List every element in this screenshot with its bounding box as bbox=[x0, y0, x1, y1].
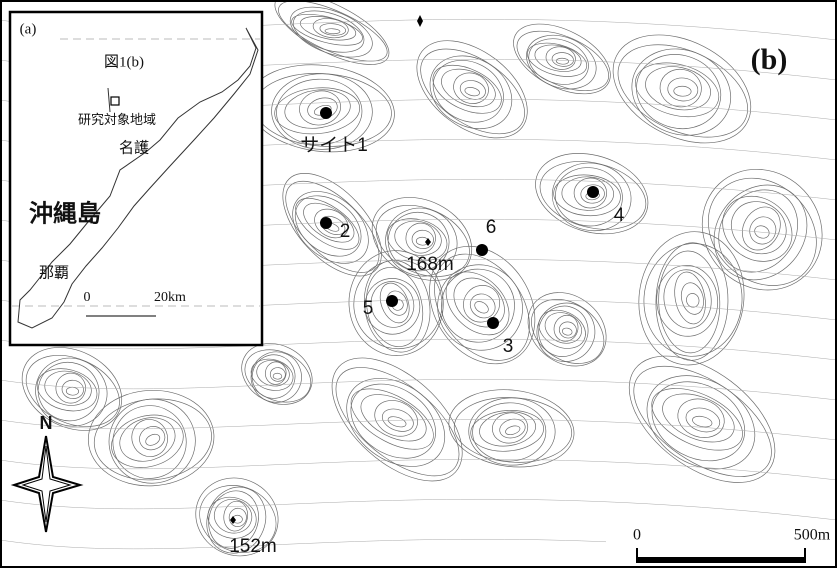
site-label: 6 bbox=[486, 217, 497, 238]
map-figure: サイト1 2 3 4 5 6 168m 152m N (b) 0 500m bbox=[0, 0, 837, 568]
study-area-box bbox=[111, 97, 119, 105]
site-dot bbox=[476, 244, 488, 256]
site-label: 3 bbox=[503, 336, 514, 357]
site-dot bbox=[587, 186, 599, 198]
scale-label: 500m bbox=[794, 527, 831, 544]
inset-scale-label: 20km bbox=[154, 290, 186, 305]
city-label: 名護 bbox=[119, 139, 149, 156]
site-dot bbox=[386, 295, 398, 307]
site-dot bbox=[320, 107, 332, 119]
site-label: 2 bbox=[340, 221, 351, 242]
city-label: 那覇 bbox=[39, 264, 69, 281]
site-dot bbox=[320, 217, 332, 229]
peak-label: 152m bbox=[229, 536, 277, 557]
island-label: 沖縄島 bbox=[29, 200, 101, 228]
site-label: サイト1 bbox=[300, 135, 368, 156]
scale-bar bbox=[636, 557, 806, 563]
inset-scale-label: 0 bbox=[84, 290, 91, 305]
north-label: N bbox=[40, 413, 53, 433]
scale-label: 0 bbox=[633, 527, 641, 544]
figure-ref: 図1(b) bbox=[104, 53, 144, 70]
panel-label: (b) bbox=[751, 43, 788, 76]
site-label: 5 bbox=[363, 298, 374, 319]
peak-label: 168m bbox=[406, 254, 454, 275]
inset-label: (a) bbox=[20, 21, 37, 37]
study-area-label: 研究対象地域 bbox=[78, 112, 156, 127]
site-label: 4 bbox=[614, 205, 625, 226]
site-dot bbox=[487, 317, 499, 329]
